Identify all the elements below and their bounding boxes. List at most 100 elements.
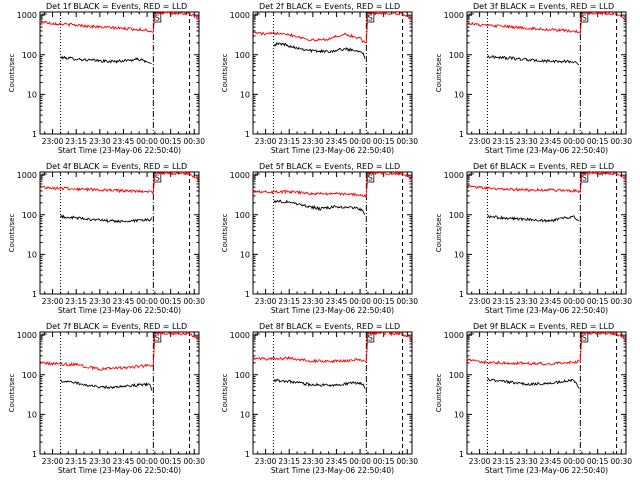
plot-frame <box>466 171 627 295</box>
y-axis-label: Counts/sec <box>8 214 16 253</box>
x-tick-label: 23:45 <box>326 457 348 466</box>
panel-title: Det 2f BLACK = Events, RED = LLD <box>259 2 400 11</box>
x-tick-label: 23:00 <box>42 297 64 306</box>
series-lld-line <box>466 170 627 194</box>
y-tick-label: 1000 <box>17 171 37 180</box>
y-tick-label: 1 <box>459 290 464 299</box>
marker-label: S <box>368 174 373 183</box>
series-events-line <box>487 54 580 66</box>
series-events-line <box>273 42 366 59</box>
x-tick-label: 23:00 <box>255 297 277 306</box>
panel-det-4: Det 4f BLACK = Events, RED = LLD 1 10 100 10… <box>8 162 205 315</box>
marker-label: S <box>582 334 587 343</box>
panel-title: Det 1f BLACK = Events, RED = LLD <box>46 2 187 11</box>
y-tick-label: 1 <box>459 130 464 139</box>
x-axis-label: Start Time (23-May-06 22:50:40) <box>485 306 608 315</box>
series-events-line <box>487 377 580 389</box>
x-tick-label: 23:30 <box>516 457 538 466</box>
y-tick-label: 1000 <box>17 11 37 20</box>
x-tick-label: 23:45 <box>326 297 348 306</box>
y-tick-label: 1000 <box>444 11 464 20</box>
x-axis-label: Start Time (23-May-06 22:50:40) <box>271 146 394 155</box>
y-tick-label: 1 <box>32 290 37 299</box>
y-tick-label: 1 <box>32 130 37 139</box>
y-axis-label: Counts/sec <box>8 54 16 93</box>
x-tick-label: 23:15 <box>492 457 514 466</box>
x-axis-label: Start Time (23-May-06 22:50:40) <box>58 306 181 315</box>
x-axis-label: Start Time (23-May-06 22:50:40) <box>271 306 394 315</box>
y-tick-label: 1 <box>245 450 250 459</box>
x-tick-label: 00:00 <box>563 457 585 466</box>
panel-det-3: Det 3f BLACK = Events, RED = LLD 1 10 100 10… <box>435 2 632 155</box>
x-tick-label: 23:45 <box>113 457 135 466</box>
series-events-line <box>60 214 153 224</box>
marker-box <box>580 12 589 23</box>
series-lld-line <box>252 170 413 198</box>
plot-frame <box>39 11 200 135</box>
corner-mark <box>468 173 474 180</box>
panel-title: Det 9f BLACK = Events, RED = LLD <box>473 322 614 331</box>
corner-mark <box>41 173 47 180</box>
y-axis-label: Counts/sec <box>435 374 443 413</box>
x-tick-label: 00:00 <box>349 297 371 306</box>
x-tick-label: 00:15 <box>587 457 609 466</box>
x-tick-label: 23:00 <box>255 137 277 146</box>
x-axis-label: Start Time (23-May-06 22:50:40) <box>58 146 181 155</box>
marker-label: S <box>155 334 160 343</box>
y-tick-label: 10 <box>240 250 250 259</box>
x-tick-label: 23:30 <box>516 297 538 306</box>
y-tick-label: 10 <box>454 90 464 99</box>
y-axis-label: Counts/sec <box>221 54 229 93</box>
x-tick-label: 23:45 <box>113 297 135 306</box>
corner-mark <box>254 13 260 20</box>
x-tick-label: 23:45 <box>540 137 562 146</box>
marker-box <box>580 172 589 183</box>
series-lld-line <box>39 170 200 195</box>
y-tick-label: 100 <box>449 211 464 220</box>
marker-label: S <box>155 14 160 23</box>
y-tick-label: 100 <box>449 371 464 380</box>
x-tick-label: 00:30 <box>396 137 418 146</box>
x-tick-label: 00:15 <box>160 457 182 466</box>
plot-frame <box>466 11 627 135</box>
x-tick-label: 00:15 <box>587 297 609 306</box>
y-tick-label: 10 <box>240 90 250 99</box>
x-tick-label: 00:15 <box>160 137 182 146</box>
y-tick-label: 1000 <box>444 171 464 180</box>
x-tick-label: 00:00 <box>563 297 585 306</box>
y-axis-label: Counts/sec <box>435 214 443 253</box>
corner-mark <box>254 333 260 340</box>
x-tick-label: 23:30 <box>89 457 111 466</box>
y-tick-label: 1000 <box>230 11 250 20</box>
y-axis-label: Counts/sec <box>221 374 229 413</box>
panel-det-5: Det 5f BLACK = Events, RED = LLD 1 10 100 10… <box>221 162 418 315</box>
y-tick-label: 100 <box>235 371 250 380</box>
x-tick-label: 23:00 <box>255 457 277 466</box>
panel-det-9: Det 9f BLACK = Events, RED = LLD 1 10 100 10… <box>435 322 632 475</box>
y-tick-label: 10 <box>27 250 37 259</box>
y-tick-label: 1 <box>459 450 464 459</box>
corner-mark <box>41 13 47 20</box>
panel-title: Det 8f BLACK = Events, RED = LLD <box>259 322 400 331</box>
x-tick-label: 23:15 <box>278 457 300 466</box>
x-tick-label: 23:45 <box>113 137 135 146</box>
plot-frame <box>252 11 413 135</box>
y-tick-label: 100 <box>235 51 250 60</box>
y-tick-label: 1000 <box>444 331 464 340</box>
x-tick-label: 23:45 <box>540 297 562 306</box>
x-tick-label: 00:30 <box>610 137 632 146</box>
x-tick-label: 23:30 <box>89 297 111 306</box>
x-tick-label: 00:15 <box>373 457 395 466</box>
x-tick-label: 23:30 <box>89 137 111 146</box>
y-tick-label: 100 <box>22 211 37 220</box>
marker-label: S <box>582 14 587 23</box>
panel-det-1: Det 1f BLACK = Events, RED = LLD 1 10 100 10… <box>8 2 205 155</box>
series-lld-line <box>40 10 200 33</box>
panel-title: Det 3f BLACK = Events, RED = LLD <box>473 2 614 11</box>
series-lld-line <box>39 331 200 371</box>
y-tick-label: 10 <box>454 410 464 419</box>
x-axis-label: Start Time (23-May-06 22:50:40) <box>58 466 181 475</box>
x-tick-label: 00:15 <box>373 297 395 306</box>
x-tick-label: 00:30 <box>183 297 205 306</box>
